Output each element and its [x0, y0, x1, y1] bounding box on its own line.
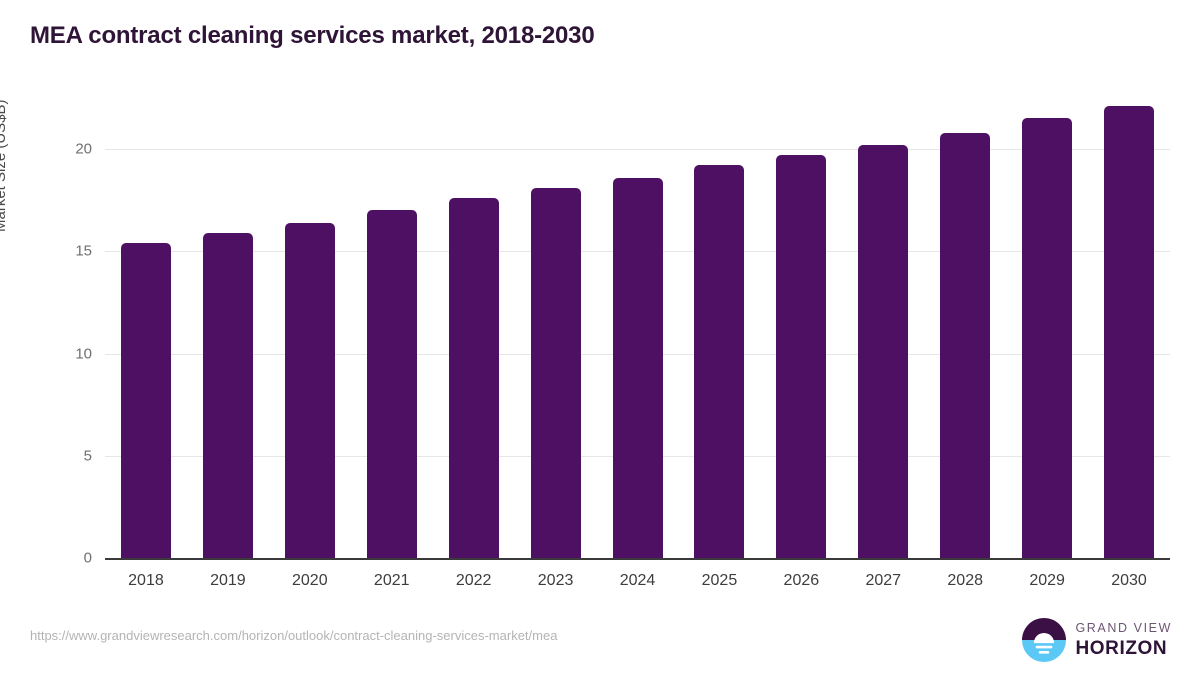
grand-view-horizon-logo[interactable]: GRAND VIEW HORIZON: [1022, 618, 1172, 662]
bar[interactable]: [448, 198, 499, 558]
bar[interactable]: [120, 243, 171, 558]
bar[interactable]: [530, 187, 581, 558]
bar[interactable]: [776, 155, 827, 558]
horizon-sun-icon: [1022, 618, 1067, 662]
x-tick-label: 2029: [1029, 572, 1065, 589]
y-tick-label: 0: [83, 549, 92, 567]
page-title: MEA contract cleaning services market, 2…: [30, 22, 595, 49]
gridline: [105, 149, 1170, 151]
x-tick-label: 2019: [210, 572, 246, 589]
x-tick-label: 2024: [619, 572, 656, 589]
y-tick-label: 20: [75, 140, 92, 158]
x-tick-label: 2021: [373, 572, 410, 589]
y-tick-label: 5: [83, 447, 92, 465]
bar[interactable]: [284, 222, 335, 558]
y-axis-title: Market Size (US$B): [0, 99, 9, 232]
x-axis-line: [105, 558, 1170, 560]
bar[interactable]: [694, 165, 745, 558]
y-tick-label: 15: [75, 242, 92, 260]
x-tick-label: 2020: [292, 572, 328, 589]
bar[interactable]: [1104, 106, 1155, 558]
bar[interactable]: [1022, 118, 1073, 558]
bar[interactable]: [366, 210, 417, 558]
bar[interactable]: [612, 177, 663, 558]
logo-line-horizon: HORIZON: [1075, 637, 1168, 659]
x-tick-label: 2027: [865, 572, 902, 589]
x-tick-label: 2030: [1111, 572, 1147, 589]
x-tick-label: 2028: [947, 572, 983, 589]
bar[interactable]: [858, 144, 909, 558]
x-tick-label: 2023: [537, 572, 574, 589]
logo-text: GRAND VIEW HORIZON: [1075, 622, 1172, 658]
y-tick-label: 10: [75, 345, 92, 363]
bar[interactable]: [940, 132, 991, 558]
bar[interactable]: [202, 232, 253, 558]
source-url[interactable]: https://www.grandviewresearch.com/horizo…: [30, 628, 558, 643]
logo-line-grand-view: GRAND VIEW: [1075, 621, 1172, 636]
x-tick-label: 2022: [455, 572, 492, 589]
x-tick-label: 2025: [701, 572, 738, 589]
x-tick-label: 2026: [783, 572, 820, 589]
x-tick-label: 2018: [128, 572, 164, 589]
plot-area: [105, 100, 1170, 558]
